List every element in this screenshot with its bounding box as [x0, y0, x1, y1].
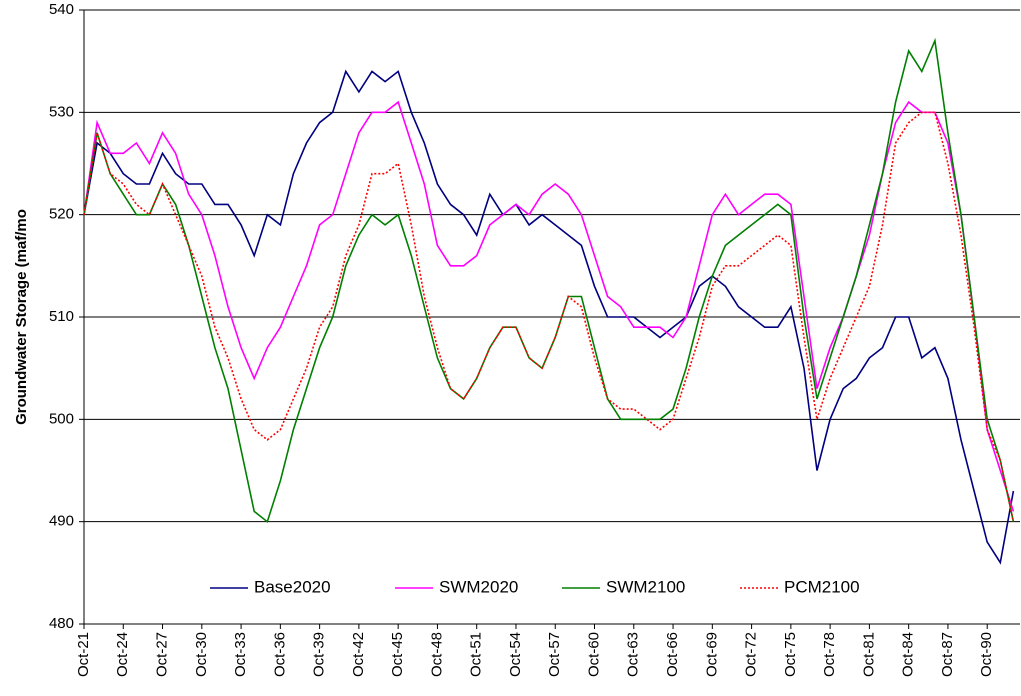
- x-tick-label: Oct-45: [389, 632, 406, 677]
- x-tick-label: Oct-33: [232, 632, 249, 677]
- y-axis-label: Groundwater Storage (maf/mo: [13, 209, 30, 425]
- x-tick-label: Oct-48: [428, 632, 445, 677]
- x-tick-label: Oct-75: [782, 632, 799, 677]
- series-line: [83, 37, 1015, 524]
- series-line: [83, 100, 1015, 512]
- x-tick-label: Oct-84: [900, 632, 917, 677]
- legend-label: SWM2100: [606, 577, 685, 596]
- y-tick-label: 510: [49, 308, 74, 325]
- x-tick-label: Oct-81: [860, 632, 877, 677]
- y-tick-label: 500: [49, 410, 74, 427]
- x-tick-label: Oct-30: [193, 632, 210, 677]
- legend-label: Base2020: [254, 577, 331, 596]
- series-line: [83, 69, 1015, 565]
- legend-label: SWM2020: [439, 577, 518, 596]
- y-tick-label: 480: [49, 615, 74, 632]
- x-tick-label: Oct-57: [546, 632, 563, 677]
- x-tick-label: Oct-87: [939, 632, 956, 677]
- series-line: [83, 111, 1015, 522]
- x-tick-label: Oct-66: [664, 632, 681, 677]
- x-tick-label: Oct-54: [507, 632, 524, 677]
- y-tick-label: 530: [49, 103, 74, 120]
- x-tick-label: Oct-60: [585, 632, 602, 677]
- y-tick-label: 540: [49, 1, 74, 18]
- x-tick-label: Oct-63: [625, 632, 642, 677]
- y-tick-label: 520: [49, 206, 74, 223]
- x-tick-label: Oct-72: [743, 632, 760, 677]
- x-tick-label: Oct-21: [75, 632, 92, 677]
- x-tick-label: Oct-36: [271, 632, 288, 677]
- x-tick-label: Oct-39: [311, 632, 328, 677]
- y-tick-label: 490: [49, 513, 74, 530]
- x-tick-label: Oct-51: [468, 632, 485, 677]
- x-tick-label: Oct-42: [350, 632, 367, 677]
- legend-label: PCM2100: [784, 577, 860, 596]
- x-tick-label: Oct-78: [821, 632, 838, 677]
- x-tick-label: Oct-69: [703, 632, 720, 677]
- x-tick-label: Oct-90: [978, 632, 995, 677]
- x-tick-label: Oct-24: [114, 632, 131, 677]
- x-tick-label: Oct-27: [154, 632, 171, 677]
